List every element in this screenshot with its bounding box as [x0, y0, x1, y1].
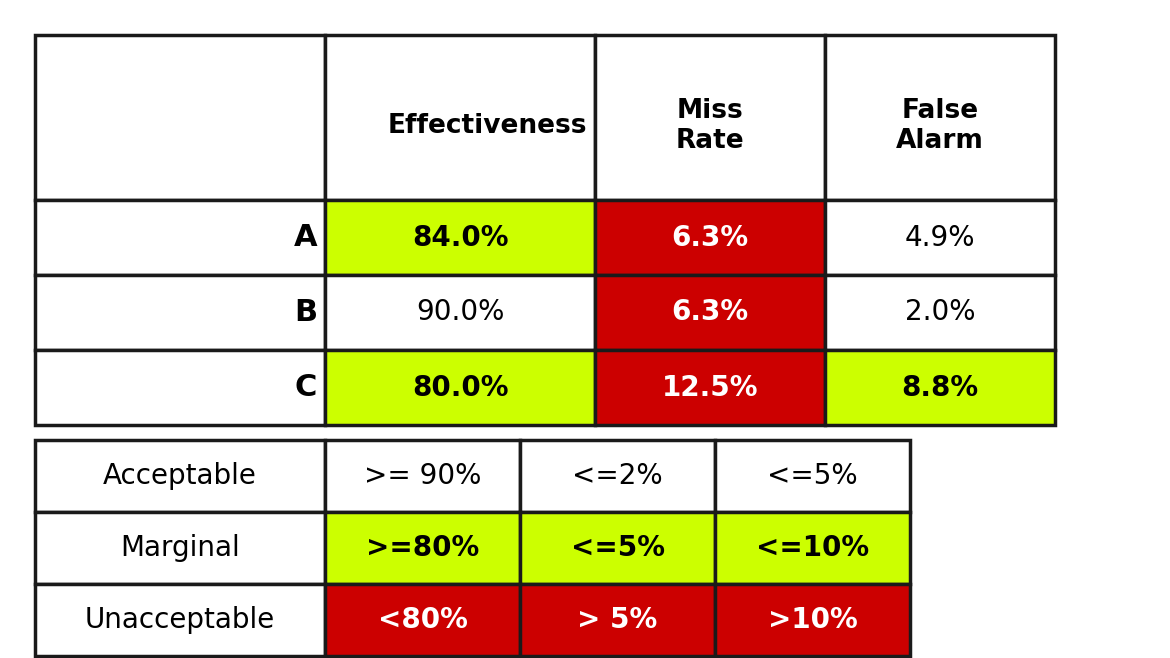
Text: 8.8%: 8.8%	[901, 374, 978, 401]
Bar	[596, 275, 825, 350]
Bar	[715, 440, 910, 512]
Bar	[325, 200, 596, 275]
Bar	[35, 350, 325, 425]
Bar	[825, 200, 1055, 275]
Bar	[519, 512, 715, 584]
Text: 90.0%: 90.0%	[415, 299, 504, 326]
Bar	[825, 275, 1055, 350]
Bar	[35, 35, 325, 200]
Text: <80%: <80%	[378, 606, 468, 634]
Text: 2.0%: 2.0%	[904, 299, 976, 326]
Bar	[325, 584, 519, 656]
Bar	[325, 35, 596, 200]
Text: >= 90%: >= 90%	[364, 462, 481, 490]
Bar	[825, 350, 1055, 425]
Bar	[35, 200, 325, 275]
Text: B: B	[294, 298, 317, 327]
Bar	[35, 440, 325, 512]
Text: 6.3%: 6.3%	[672, 299, 749, 326]
Text: <=5%: <=5%	[768, 462, 858, 490]
Text: 12.5%: 12.5%	[662, 374, 758, 401]
Text: > 5%: > 5%	[577, 606, 658, 634]
Bar	[519, 584, 715, 656]
Bar	[325, 275, 596, 350]
Bar	[35, 584, 325, 656]
Text: False
Alarm: False Alarm	[896, 98, 984, 154]
Text: C: C	[295, 373, 317, 402]
Bar	[715, 512, 910, 584]
Text: 84.0%: 84.0%	[412, 224, 508, 251]
Bar	[715, 584, 910, 656]
Bar	[35, 512, 325, 584]
Text: 80.0%: 80.0%	[412, 374, 508, 401]
Text: 4.9%: 4.9%	[904, 224, 976, 251]
Text: A: A	[294, 223, 317, 252]
Bar	[825, 35, 1055, 200]
Bar	[325, 512, 519, 584]
Bar	[596, 350, 825, 425]
Text: <=2%: <=2%	[572, 462, 663, 490]
Text: >=80%: >=80%	[366, 534, 480, 562]
Text: >10%: >10%	[768, 606, 858, 634]
Text: <=10%: <=10%	[756, 534, 869, 562]
Text: Acceptable: Acceptable	[103, 462, 257, 490]
Text: Miss
Rate: Miss Rate	[676, 98, 744, 154]
Bar	[596, 35, 825, 200]
Text: Marginal: Marginal	[121, 534, 240, 562]
Bar	[325, 350, 596, 425]
Text: Unacceptable: Unacceptable	[85, 606, 275, 634]
Bar	[596, 200, 825, 275]
Text: Effectiveness: Effectiveness	[387, 113, 587, 139]
Bar	[519, 440, 715, 512]
Text: 6.3%: 6.3%	[672, 224, 749, 251]
Bar	[35, 275, 325, 350]
Text: <=5%: <=5%	[571, 534, 665, 562]
Bar	[325, 440, 519, 512]
